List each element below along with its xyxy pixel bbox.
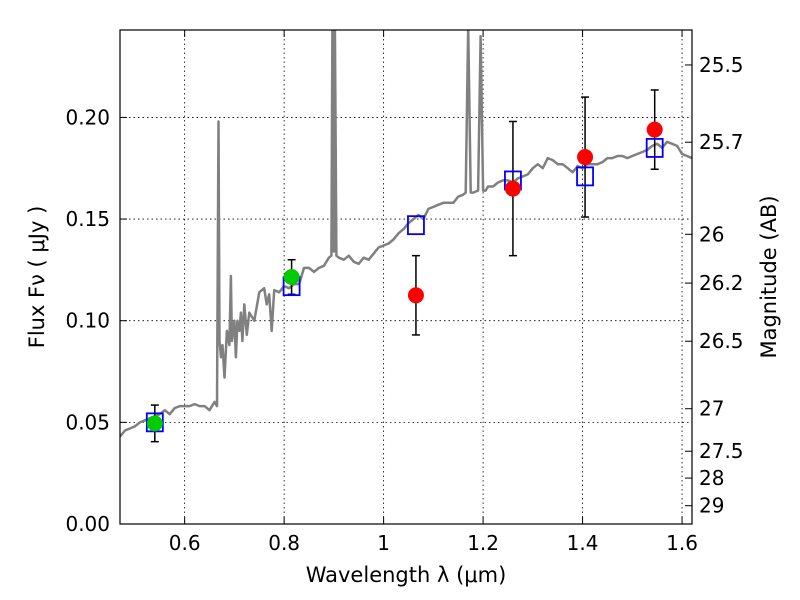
right-tick-label: 25.5 bbox=[699, 53, 744, 77]
observed-points bbox=[146, 121, 663, 432]
y-tick-label: 0.05 bbox=[65, 410, 110, 434]
observed-point bbox=[407, 287, 424, 304]
right-tick-label: 27.5 bbox=[699, 439, 744, 463]
model-photometry-square bbox=[407, 215, 425, 236]
right-tick-label: 25.7 bbox=[699, 130, 744, 154]
observed-point bbox=[577, 149, 594, 166]
axis-ticks: 0.6 0.8 1 1.2 1.4 1.6 0.00 0.05 0.10 0.15 0.20 25.5… bbox=[65, 30, 744, 555]
y-tick-label: 0.20 bbox=[65, 105, 110, 129]
y-tick-label: 0.00 bbox=[65, 512, 110, 536]
x-axis-label: Wavelength λ (μm) bbox=[306, 563, 507, 587]
right-tick-label: 26 bbox=[699, 222, 724, 246]
model-photometry-square bbox=[576, 166, 594, 187]
right-tick-label: 26.2 bbox=[699, 271, 744, 295]
x-tick-label: 1 bbox=[377, 531, 390, 555]
observed-point bbox=[646, 121, 663, 138]
grid-lines bbox=[120, 30, 692, 525]
model-spectrum-line bbox=[120, 30, 692, 438]
x-tick-label: 1.4 bbox=[567, 531, 599, 555]
y-tick-label: 0.15 bbox=[65, 207, 110, 231]
right-tick-label: 28 bbox=[699, 466, 724, 490]
plot-frame bbox=[119, 29, 693, 525]
right-tick-label: 26.5 bbox=[699, 329, 744, 353]
y-tick-label: 0.10 bbox=[65, 309, 110, 333]
observed-point bbox=[146, 415, 163, 432]
right-tick-label: 27 bbox=[699, 397, 724, 421]
x-tick-label: 1.2 bbox=[467, 531, 499, 555]
model-photometry-square bbox=[645, 138, 664, 158]
observed-point bbox=[504, 180, 521, 197]
right-tick-label: 29 bbox=[699, 494, 724, 518]
spectrum-layer bbox=[120, 30, 692, 438]
observed-point bbox=[283, 269, 300, 285]
y-axis-label: Flux Fν ( μJy ) bbox=[25, 206, 49, 349]
right-axis-label: Magnitude (AB) bbox=[757, 195, 781, 358]
x-tick-label: 1.6 bbox=[666, 531, 698, 555]
x-tick-label: 0.6 bbox=[169, 531, 201, 555]
x-tick-label: 0.8 bbox=[268, 531, 300, 555]
